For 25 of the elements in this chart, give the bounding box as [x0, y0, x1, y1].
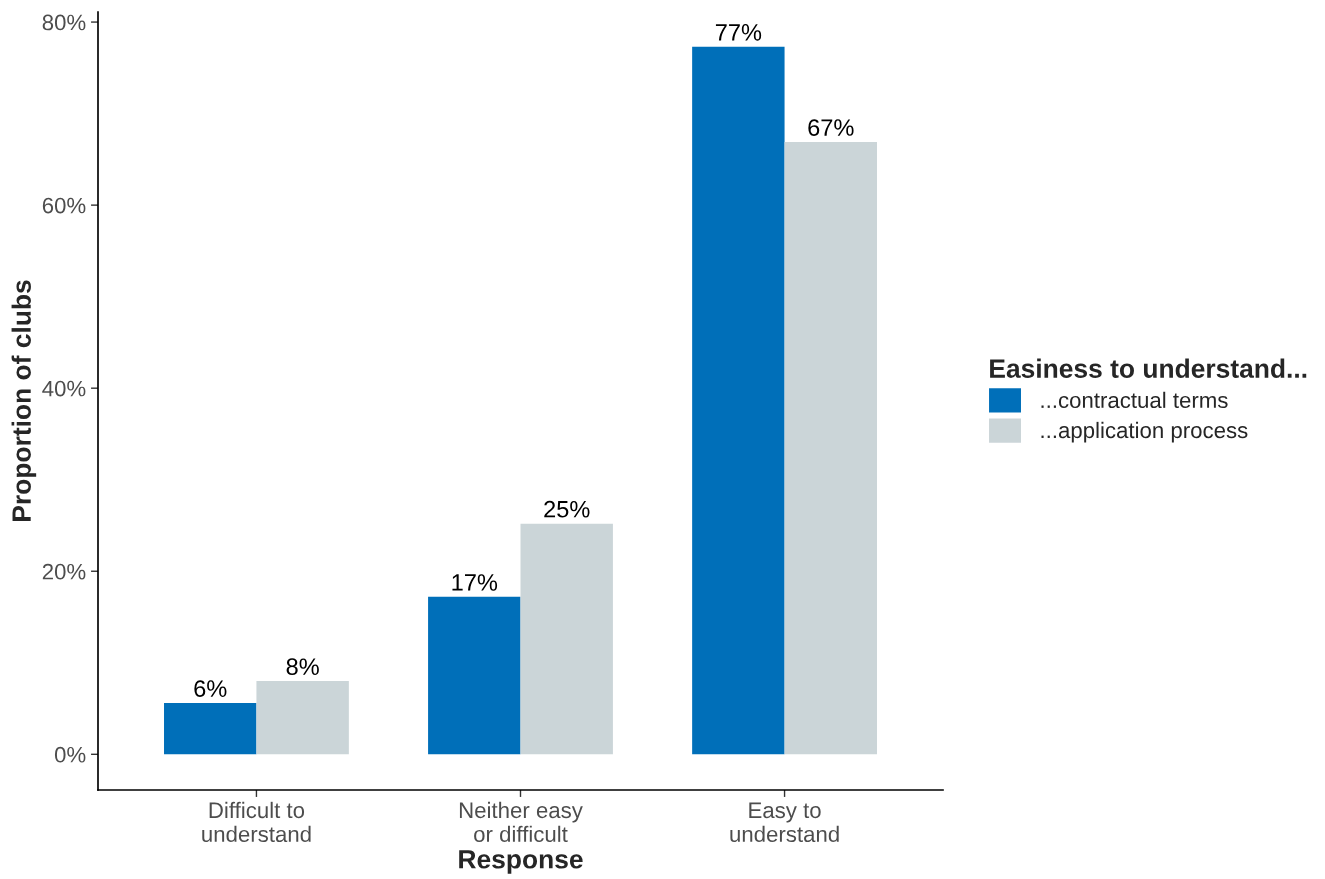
y-axis-title: Proportion of clubs: [11, 280, 37, 521]
x-tick-label: Difficult to understand: [202, 801, 311, 843]
x-tick-label: Neither easy or difficult: [459, 801, 583, 843]
bar: [692, 46, 785, 755]
x-axis-title: Response: [459, 850, 583, 874]
bar: [164, 703, 257, 755]
y-tick-label: 20%: [42, 563, 86, 580]
data-label: 67%: [808, 119, 854, 136]
data-label: 6%: [194, 680, 227, 697]
bar: [520, 523, 613, 755]
data-label: 25%: [544, 500, 590, 518]
y-tick-label: 60%: [42, 197, 86, 214]
bar: [256, 681, 349, 755]
bar: [784, 141, 877, 755]
data-label: 17%: [452, 574, 498, 591]
y-tick-label: 0%: [54, 746, 86, 763]
y-tick-label: 80%: [42, 14, 86, 31]
y-tick-label: 40%: [42, 380, 86, 397]
bar: [428, 596, 521, 755]
x-tick-label: Easy to understand: [730, 802, 839, 843]
legend-label: ...contractual terms: [1041, 391, 1228, 409]
legend-label: ...application process: [1041, 421, 1248, 443]
data-label: 77%: [715, 24, 762, 41]
legend-title: Easiness to understand...: [990, 358, 1307, 378]
data-label: 8%: [286, 658, 319, 676]
